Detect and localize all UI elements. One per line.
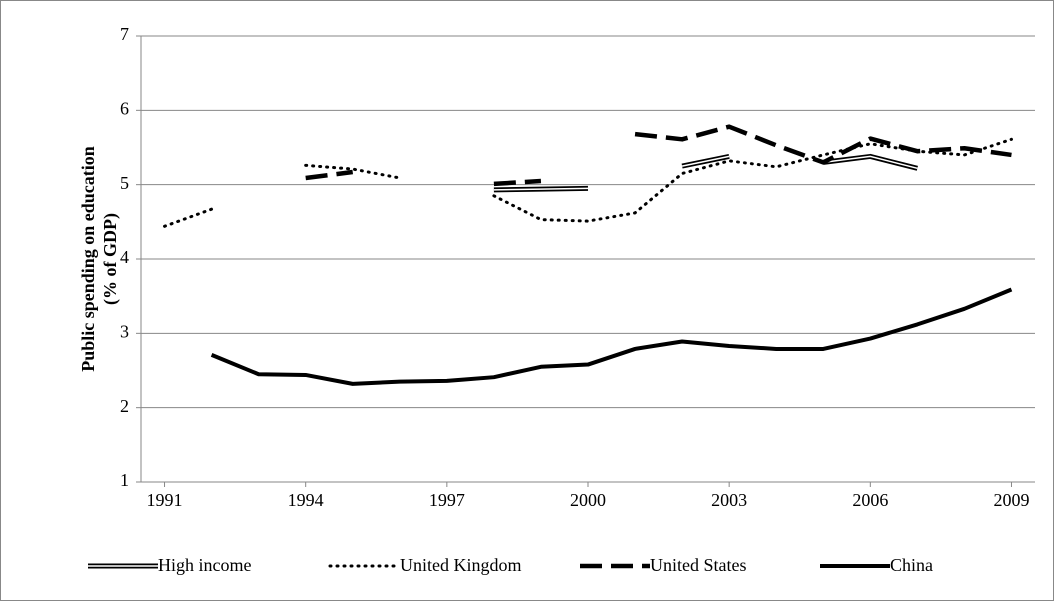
x-tick-label: 1991	[147, 490, 183, 510]
x-tick-label: 2009	[993, 490, 1029, 510]
y-tick-label: 6	[120, 98, 129, 118]
series-line	[305, 124, 1012, 187]
y-tick-label: 4	[120, 247, 129, 267]
y-tick-label: 2	[120, 396, 129, 416]
legend-label: High income	[158, 555, 251, 575]
series-line	[163, 137, 1013, 228]
legend-label: United States	[650, 555, 747, 575]
series-line	[210, 287, 1013, 386]
legend-label: United Kingdom	[400, 555, 522, 575]
y-axis-title-line: Public spending on education	[78, 146, 98, 372]
x-tick-label: 1997	[429, 490, 465, 510]
legend-label: China	[890, 555, 933, 575]
y-axis-title-line: (% of GDP)	[100, 213, 121, 305]
y-tick-label: 3	[120, 321, 129, 341]
x-tick-label: 2003	[711, 490, 747, 510]
x-tick-label: 2000	[570, 490, 606, 510]
y-axis-title: Public spending on education (% of GDP)	[78, 146, 121, 372]
series-line-inner	[493, 155, 918, 191]
y-tick-label: 7	[120, 24, 129, 44]
x-tick-label: 1994	[288, 490, 324, 510]
y-tick-label: 1	[120, 470, 129, 490]
x-tick-label: 2006	[852, 490, 888, 510]
y-tick-label: 5	[120, 173, 129, 193]
